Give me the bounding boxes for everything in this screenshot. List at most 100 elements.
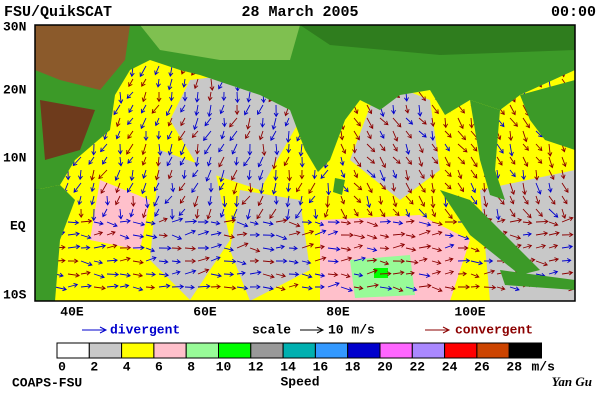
wind-arrow [249,270,262,276]
wind-arrow [78,208,84,219]
lon-label: 40E [60,304,84,319]
wind-arrow [444,270,455,275]
wind-arrow [295,208,303,219]
lat-label: 30N [3,19,26,34]
wind-arrow [366,130,372,140]
wind-arrow [165,104,173,117]
wind-arrow [535,208,543,217]
wind-arrow [509,117,518,127]
wind-arrow [248,182,254,194]
wind-arrow [210,243,223,249]
wind-arrow [484,258,494,264]
wind-arrow [470,273,480,279]
wind-patch [350,80,440,200]
wind-arrow [430,182,436,194]
wind-arrow [178,208,186,217]
wind-arrow [301,229,315,236]
wind-arrow [366,117,374,130]
wind-arrow [521,169,527,181]
colorbar-tick: 24 [442,359,458,374]
wind-arrow [469,117,474,129]
legend-arrow [99,326,108,334]
wind-arrow [509,182,516,196]
wind-arrow [158,283,171,289]
wind-arrow [561,156,567,168]
wind-arrow [113,104,121,116]
wind-arrow [288,230,301,236]
colorbar-box [121,342,155,359]
wind-arrow [171,234,183,240]
wind-arrow [257,156,264,168]
wind-arrow [236,231,248,237]
wind-arrow [129,169,135,182]
wind-arrow [241,195,251,205]
wind-arrow [143,131,149,142]
colorbar-tick: 0 [58,359,66,374]
wind-arrow [314,284,325,290]
wind-arrow [234,104,240,116]
wind-arrow [206,208,212,220]
wind-arrow [115,130,121,140]
wind-arrow [106,221,118,228]
wind-arrow [470,195,478,205]
legend-divergent: divergent [110,322,180,337]
wind-arrow [405,218,415,224]
wind-arrow [312,169,318,180]
wind-arrow [431,286,443,293]
wind-arrow [167,143,173,156]
wind-arrow [210,220,221,226]
wind-arrow [431,270,442,275]
wind-arrow [522,143,529,151]
wind-arrow [379,233,390,239]
wind-arrow [509,234,522,240]
wind-arrow [431,143,438,152]
wind-arrow [219,182,225,191]
wind-arrow [535,143,543,152]
wind-arrow [483,269,496,275]
wind-arrow [262,221,274,226]
wind-arrow [102,156,108,165]
wind-arrow [509,104,516,116]
lat-label: 20N [3,82,26,97]
wind-arrow [548,169,555,180]
wind-arrow [353,244,364,249]
wind-arrow [182,92,188,102]
wind-arrow [470,143,478,152]
wind-arrow [561,270,574,276]
wind-arrow [560,169,566,180]
wind-arrow [261,143,267,156]
wind-arrow [340,195,346,205]
wind-arrow [298,143,304,157]
wind-arrow [353,256,366,262]
wind-arrow [210,273,222,278]
colorbar-box [218,342,252,359]
wind-arrow [431,230,443,236]
lon-label: 80E [326,304,350,319]
wind-arrow [340,246,352,252]
map-frame [34,24,576,302]
wind-arrow [481,182,487,193]
wind-arrow [444,156,451,168]
wind-arrow [547,182,553,193]
wind-arrow [366,221,379,228]
legend-scale-value: 10 m/s [328,322,375,337]
wind-arrow [548,156,554,169]
wind-arrow [246,91,252,103]
wind-arrow [275,218,288,224]
colorbar-box [88,342,123,359]
wind-arrow [548,208,559,218]
scale-arrow [316,326,325,334]
wind-arrow [366,257,378,263]
wind-arrow [88,156,95,165]
colorbar-unit: m/s [532,359,556,374]
wind-arrow [275,286,286,292]
colorbar-tick: 2 [90,359,98,374]
wind-arrow [496,218,506,224]
legend-convergent: convergent [455,322,533,337]
wind-arrow [153,195,160,207]
wind-arrow [155,78,161,88]
wind-arrow [392,231,406,237]
wind-arrow [405,143,411,155]
wind-arrow [405,286,418,292]
wind-arrow [496,285,506,291]
